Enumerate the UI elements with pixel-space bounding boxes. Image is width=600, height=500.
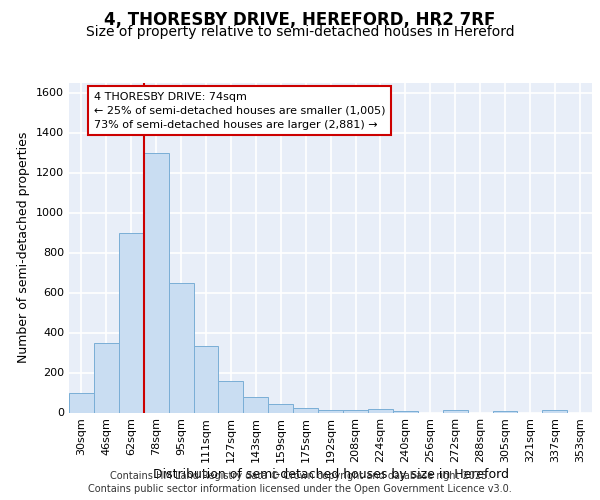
Bar: [318, 410, 343, 412]
Bar: [244, 396, 268, 412]
Text: Contains HM Land Registry data © Crown copyright and database right 2025.
Contai: Contains HM Land Registry data © Crown c…: [88, 471, 512, 494]
Bar: [493, 411, 517, 412]
Bar: [343, 410, 368, 412]
Bar: [169, 282, 194, 412]
Y-axis label: Number of semi-detached properties: Number of semi-detached properties: [17, 132, 31, 363]
Bar: [393, 411, 418, 412]
Bar: [268, 404, 293, 412]
Bar: [119, 232, 144, 412]
Bar: [368, 408, 393, 412]
Bar: [144, 152, 169, 412]
Bar: [443, 410, 467, 412]
Text: Size of property relative to semi-detached houses in Hereford: Size of property relative to semi-detach…: [86, 25, 514, 39]
Bar: [218, 380, 244, 412]
Bar: [194, 346, 218, 412]
Bar: [293, 408, 318, 412]
Bar: [94, 342, 119, 412]
Text: 4 THORESBY DRIVE: 74sqm
← 25% of semi-detached houses are smaller (1,005)
73% of: 4 THORESBY DRIVE: 74sqm ← 25% of semi-de…: [94, 92, 385, 130]
X-axis label: Distribution of semi-detached houses by size in Hereford: Distribution of semi-detached houses by …: [152, 468, 509, 481]
Bar: [69, 392, 94, 412]
Bar: [542, 410, 567, 412]
Text: 4, THORESBY DRIVE, HEREFORD, HR2 7RF: 4, THORESBY DRIVE, HEREFORD, HR2 7RF: [104, 11, 496, 29]
